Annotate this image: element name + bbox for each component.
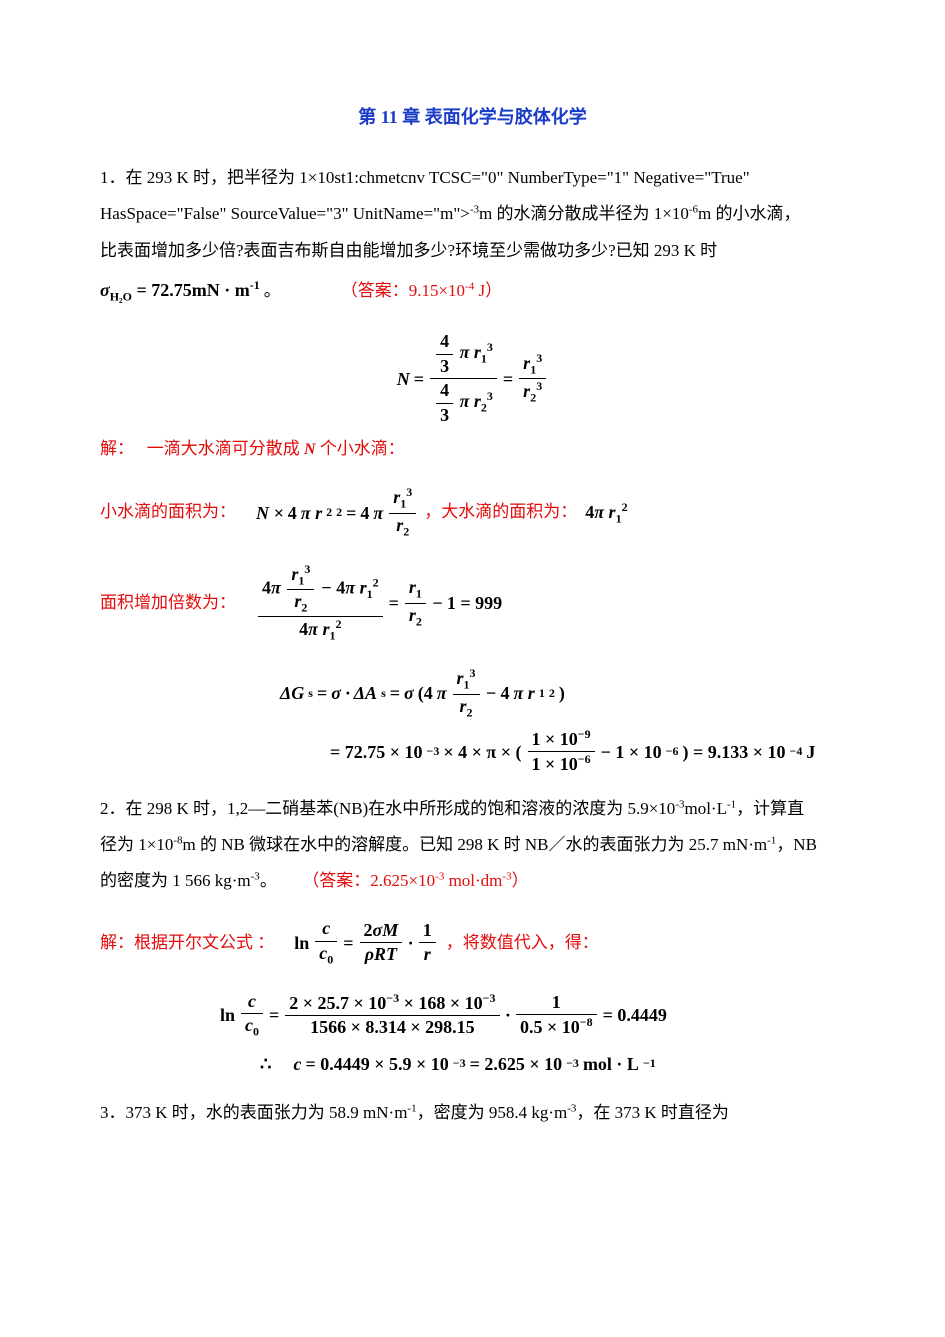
- q1-sol-label: 解：: [100, 439, 134, 458]
- q1-line2: HasSpace="False" SourceValue="3" UnitNam…: [100, 198, 845, 230]
- q1-area-inc-label: 面积增加倍数为：: [100, 587, 236, 619]
- q1-sol-line1: 解： 一滴大水滴可分散成 N 个小水滴：: [100, 433, 845, 465]
- q2-kelvin-formula: ln cc0 = 2σMρRT · 1r: [294, 917, 438, 968]
- q1-area-ratio-formula: 4π r13r2 − 4π r12 4π r12 = r1 r2 − 1 = 9…: [256, 562, 502, 645]
- document-page: 第 11 章 表面化学与胶体化学 1．在 293 K 时，把半径为 1×10st…: [0, 0, 945, 1337]
- q1-N-formula: N = 43 π r13 43 π r23 = r13 r23: [100, 330, 845, 427]
- q1-area-big-mid: ，大水滴的面积为：: [424, 496, 577, 528]
- q2-numeric-line1: ln cc0 = 2 × 25.7 × 10−3 × 168 × 10−3 15…: [100, 990, 845, 1041]
- q1-area-big-formula: 4π r12: [585, 495, 627, 530]
- q1-area-line: 小水滴的面积为： N × 4π r22 = 4π r13 r2 ，大水滴的面积为…: [100, 485, 845, 539]
- q1-deltaG-line2: = 72.75 × 10−3 × 4 × π × ( 1 × 10−9 1 × …: [100, 727, 845, 777]
- q1-line3: 比表面增加多少倍?表面吉布斯自由能增加多少?环境至少需做功多少?已知 293 K…: [100, 235, 845, 267]
- q3-line1: 3．373 K 时，水的表面张力为 58.9 mN·m-1，密度为 958.4 …: [100, 1097, 845, 1129]
- q2-numeric-line2: ∴ c = 0.4449 × 5.9 × 10−3 = 2.625 × 10−3…: [100, 1047, 845, 1081]
- q2-sol-mid: ，将数值代入，得：: [446, 927, 599, 959]
- q2-line3: 的密度为 1 566 kg·m-3。 （答案：2.625×10-3 mol·dm…: [100, 865, 845, 897]
- q1-line1: 1．在 293 K 时，把半径为 1×10st1:chmetcnv TCSC="…: [100, 162, 845, 194]
- q2-line3a: 的密度为 1 566 kg·m-3。: [100, 871, 277, 890]
- sigma-period: 。: [264, 275, 281, 307]
- q2-kelvin-line: 解：根据开尔文公式 ： ln cc0 = 2σMρRT · 1r ，将数值代入，…: [100, 917, 845, 968]
- chapter-title: 第 11 章 表面化学与胶体化学: [100, 100, 845, 134]
- q1-area-ratio-line: 面积增加倍数为： 4π r13r2 − 4π r12 4π r12 = r1 r…: [100, 562, 845, 645]
- q1-deltaG-line1: ΔGs = σ · ΔAs = σ(4π r13 r2 − 4π r12): [100, 666, 845, 720]
- sigma-formula: σH₂O = 72.75mN · m-1: [100, 273, 260, 308]
- q1-area-small-label: 小水滴的面积为：: [100, 496, 236, 528]
- q1-sigma-line: σH₂O = 72.75mN · m-1 。 （答案：9.15×10-4 J）: [100, 273, 845, 308]
- q2-line2: 径为 1×10-8m 的 NB 微球在水中的溶解度。已知 298 K 时 NB／…: [100, 829, 845, 861]
- q2-line1: 2．在 298 K 时，1,2—二硝基苯(NB)在水中所形成的饱和溶液的浓度为 …: [100, 793, 845, 825]
- q2-answer: （答案：2.625×10-3 mol·dm-3）: [302, 871, 528, 890]
- q1-answer: （答案：9.15×10-4 J）: [341, 275, 502, 307]
- q1-sol-text1: 一滴大水滴可分散成 N 个小水滴：: [147, 439, 405, 458]
- q2-sol-label: 解：根据开尔文公式 ：: [100, 927, 274, 959]
- q1-area-small-formula: N × 4π r22 = 4π r13 r2: [256, 485, 418, 539]
